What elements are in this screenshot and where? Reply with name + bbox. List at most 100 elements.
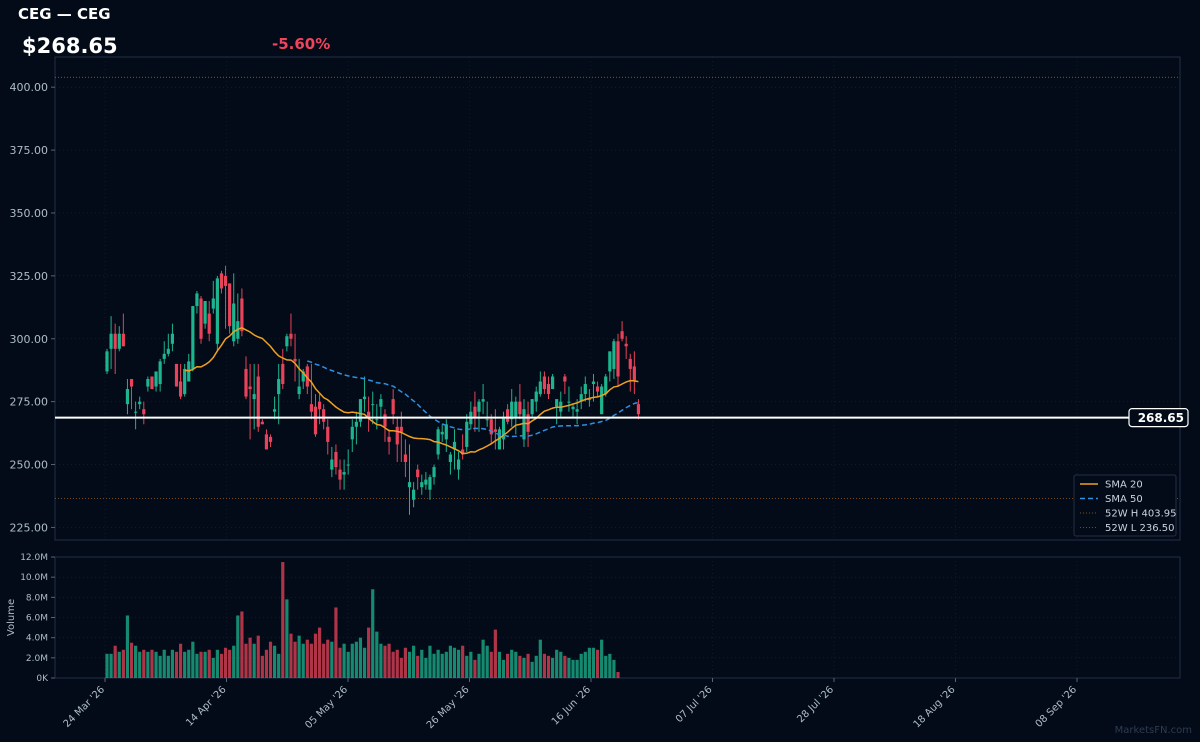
volume-bar (236, 615, 240, 678)
volume-tick-label: 2.0M (26, 654, 48, 664)
volume-bar (158, 655, 162, 678)
volume-bar (407, 651, 412, 678)
candle-up (162, 353, 166, 359)
candle-down (518, 401, 522, 415)
volume-axis-label: Volume (6, 599, 17, 636)
candle-up (497, 429, 502, 450)
legend-label: 52W H 403.95 (1105, 509, 1176, 520)
volume-bar (244, 643, 248, 678)
candle-up (501, 416, 506, 440)
volume-bar (232, 645, 236, 678)
volume-bar (195, 653, 199, 678)
candle-up (371, 404, 375, 406)
candle-down (387, 436, 391, 442)
volume-bar (395, 649, 399, 678)
candle-up (183, 368, 187, 395)
candle-down (264, 434, 269, 450)
candle-up (117, 333, 121, 349)
candle-up (420, 482, 424, 488)
volume-bar (105, 653, 109, 678)
volume-bar (371, 589, 375, 678)
candle-up (105, 351, 109, 372)
volume-bar (256, 635, 260, 678)
candle-up (456, 459, 461, 470)
volume-bar (330, 641, 334, 678)
candle-up (362, 396, 367, 400)
volume-bar (575, 659, 579, 678)
volume-bar (178, 643, 183, 678)
candle-down (289, 333, 293, 339)
candle-down (150, 376, 154, 390)
volume-bar (317, 627, 322, 678)
candle-down (563, 376, 567, 382)
volume-bar (350, 643, 354, 678)
x-tick-label: 05 May '26 (303, 684, 350, 731)
volume-bar (211, 657, 215, 678)
candle-down (616, 341, 620, 377)
candle-up (600, 386, 604, 415)
candle-down (489, 419, 493, 435)
candle-down (129, 379, 134, 387)
candle-up (608, 351, 612, 372)
y-tick-label: 400.00 (10, 81, 49, 94)
volume-bar (264, 649, 269, 678)
candle-down (268, 436, 273, 442)
candle-down (403, 454, 408, 463)
candle-down (174, 363, 179, 387)
candle-down (207, 313, 211, 334)
candle-up (465, 421, 469, 447)
volume-bar (571, 659, 575, 678)
volume-bar (514, 651, 518, 678)
volume-bar (608, 653, 612, 678)
candle-down (248, 386, 252, 390)
candle-down (322, 409, 326, 422)
candle-up (579, 394, 583, 402)
price-panel-frame (54, 56, 1181, 541)
x-tick-label: 18 Aug '26 (912, 684, 958, 730)
volume-tick-label: 10.0M (20, 573, 48, 583)
volume-bar (268, 641, 273, 678)
x-tick-label: 16 Jun '26 (550, 684, 593, 727)
volume-bar (583, 651, 587, 678)
candle-down (624, 343, 628, 347)
candle-up (555, 399, 559, 407)
volume-bar (579, 653, 583, 678)
candle-down (313, 406, 318, 435)
candle-down (367, 411, 371, 417)
candle-up (170, 333, 175, 344)
candle-up (379, 399, 383, 407)
candle-down (338, 469, 342, 480)
candle-down (260, 421, 264, 425)
candle-down (281, 363, 285, 385)
candle-up (215, 278, 219, 344)
volume-bar (604, 655, 608, 678)
candle-up (252, 394, 256, 400)
candle-up (412, 489, 416, 500)
volume-bar (501, 659, 506, 678)
candle-down (113, 333, 117, 349)
sma20-line (184, 326, 639, 455)
volume-bar (183, 651, 187, 678)
candle-down (219, 273, 224, 289)
volume-tick-label: 4.0M (26, 634, 48, 644)
candle-up (448, 454, 452, 463)
x-tick-label: 28 Jul '26 (795, 684, 836, 725)
volume-bar (391, 651, 395, 678)
volume-bar (375, 631, 379, 678)
x-tick-label: 24 Mar '26 (62, 684, 108, 730)
candle-up (354, 421, 358, 427)
candle-down (309, 404, 313, 412)
candle-down (473, 406, 477, 417)
candle-up (330, 459, 334, 470)
candle-up (109, 333, 113, 349)
volume-bar (313, 633, 318, 678)
candle-up (166, 348, 170, 354)
candle-up (277, 379, 281, 395)
volume-bar (199, 651, 203, 678)
volume-bar (489, 651, 493, 678)
volume-bar (309, 643, 313, 678)
watermark: MarketsFN.com (1114, 725, 1192, 736)
legend-label: SMA 50 (1105, 494, 1143, 505)
volume-bar (358, 637, 363, 678)
